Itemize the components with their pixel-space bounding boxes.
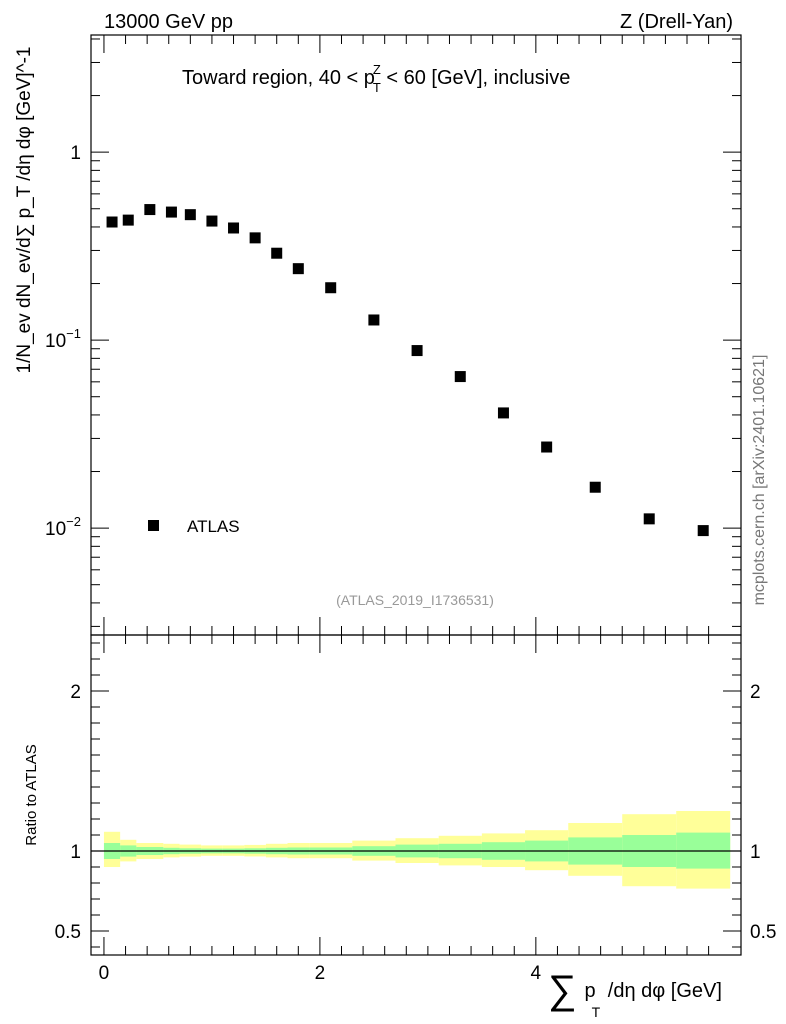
y-tick-label: 10−2 [45,514,81,540]
data-point [144,204,156,216]
y-tick-label: 1 [70,143,81,164]
ratio-axis-ticks: 2 2 1 1 0.5 0.5 0 2 4 [55,635,776,984]
x-tick-label: 0 [99,963,110,984]
y-tick-label-exp: −2 [66,514,81,529]
data-point [368,314,380,326]
x-axis-label: ∑ p T /dη dφ [GeV] [548,968,722,1020]
data-point [325,282,337,294]
x-tick-label: 4 [531,963,542,984]
ratio-y-tick-label-left: 2 [70,682,81,703]
x-tick-label: 2 [315,963,326,984]
data-point [589,481,601,493]
y-tick-label-exp: −1 [66,326,81,341]
main-plot-frame [90,34,742,636]
ratio-y-tick-label-left: 0.5 [55,922,81,943]
data-point [228,222,240,234]
data-point [454,371,466,383]
plot-title-sub: T [373,80,381,95]
plot-title-pre: Toward region, 40 < p [182,67,375,89]
ratio-y-tick-label-right: 2 [750,682,761,703]
ratio-y-tick-label-right: 1 [750,842,761,863]
x-axis-label-p: p [585,980,596,1002]
data-point [643,513,655,525]
watermark: mcplots.cern.ch [arXiv:2401.10621] [751,355,768,606]
main-y-axis-label: 1/N_ev dN_ev/d∑ p_T /dη dφ [GeV]^-1 [14,47,35,374]
legend-marker-atlas [148,520,159,531]
header-right: Z (Drell-Yan) [620,11,733,33]
x-axis-label-sum: ∑ [548,968,577,1012]
ratio-uncertainty-bands [103,811,731,889]
data-point [411,345,423,357]
x-axis-label-sub: T [592,1004,601,1020]
y-tick-label-base: 10 [45,519,66,540]
main-data-points [106,204,709,537]
data-point [541,441,553,453]
analysis-id: (ATLAS_2019_I1736531) [336,592,494,608]
header-left: 13000 GeV pp [104,11,233,33]
data-point [206,215,218,227]
data-point [249,232,261,244]
data-point [184,209,196,221]
y-tick-label: 10−1 [45,326,81,352]
data-point [697,525,709,537]
plot-title: Toward region, 40 < pZ T < 60 [GeV], incl… [182,62,570,95]
data-point [497,407,509,419]
ratio-y-axis-label: Ratio to ATLAS [23,744,40,845]
data-point [292,263,304,275]
plot-title-sup: Z [373,62,381,77]
ratio-plot-frame [90,634,742,956]
ratio-y-tick-label-right: 0.5 [750,922,776,943]
data-point [106,216,118,228]
y-tick-label-base: 10 [45,331,66,352]
main-axis-ticks: 110−110−2 [45,35,741,635]
plot-title-post: < 60 [GeV], inclusive [381,67,571,89]
x-axis-label-rest: /dη dφ [GeV] [602,980,722,1002]
data-point [165,206,177,218]
ratio-y-tick-label-left: 1 [70,842,81,863]
data-point [271,247,283,259]
legend-label-atlas: ATLAS [187,517,240,536]
data-point [122,214,134,226]
